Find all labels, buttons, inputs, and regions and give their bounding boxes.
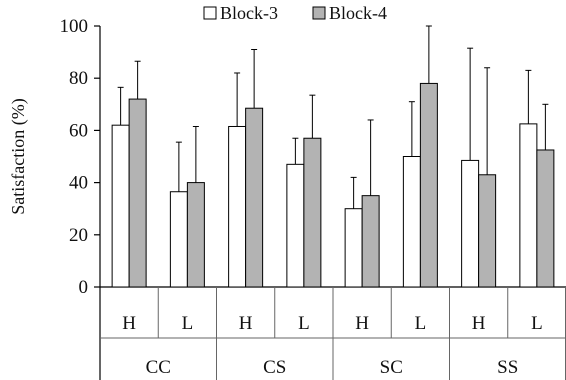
bar-block-3 — [344, 208, 363, 288]
error-bars-layer — [117, 25, 549, 209]
legend-label-block-3: Block-3 — [220, 3, 278, 23]
labels-layer: 0 20 40 60 80 100 Satisfaction (%) H L H L H L H L CC CS… — [8, 16, 543, 378]
bar-block-4 — [478, 174, 497, 288]
bar-block-3 — [402, 156, 421, 288]
subcategory-label: L — [415, 313, 427, 334]
subcategory-label: L — [298, 313, 310, 334]
group-label: SC — [380, 357, 403, 378]
subcategory-label: H — [122, 313, 136, 334]
subcategory-label: L — [182, 313, 194, 334]
y-tick-label: 0 — [79, 277, 89, 298]
bar-block-3 — [111, 124, 130, 288]
legend: Block-3 Block-4 — [203, 3, 387, 23]
bar-block-3 — [461, 159, 480, 288]
bar-block-3 — [169, 191, 188, 288]
subcategory-label: H — [239, 313, 253, 334]
bar-block-3 — [286, 163, 305, 288]
bar-block-3 — [228, 125, 247, 288]
bars-layer — [111, 82, 555, 288]
y-tick-label: 60 — [69, 120, 88, 141]
group-label: CC — [146, 357, 171, 378]
y-tick-label: 40 — [69, 173, 88, 194]
y-tick-label: 100 — [60, 16, 89, 37]
bar-block-4 — [536, 149, 555, 288]
legend-label-block-4: Block-4 — [329, 3, 387, 23]
legend-swatch-block-3 — [203, 6, 217, 20]
subcategory-label: H — [472, 313, 486, 334]
bar-block-4 — [303, 137, 322, 288]
group-label: CS — [263, 357, 286, 378]
bar-block-4 — [419, 82, 438, 288]
y-tick-label: 20 — [69, 225, 88, 246]
bar-block-3 — [519, 123, 538, 288]
bar-block-4 — [361, 195, 380, 288]
bar-block-4 — [186, 182, 205, 288]
subcategory-label: L — [531, 313, 543, 334]
group-label: SS — [497, 357, 518, 378]
y-tick-label: 80 — [69, 68, 88, 89]
y-axis-title: Satisfaction (%) — [8, 98, 29, 214]
subcategory-label: H — [355, 313, 369, 334]
bar-block-4 — [128, 98, 147, 288]
bar-block-4 — [245, 107, 264, 288]
legend-swatch-block-4 — [312, 6, 326, 20]
